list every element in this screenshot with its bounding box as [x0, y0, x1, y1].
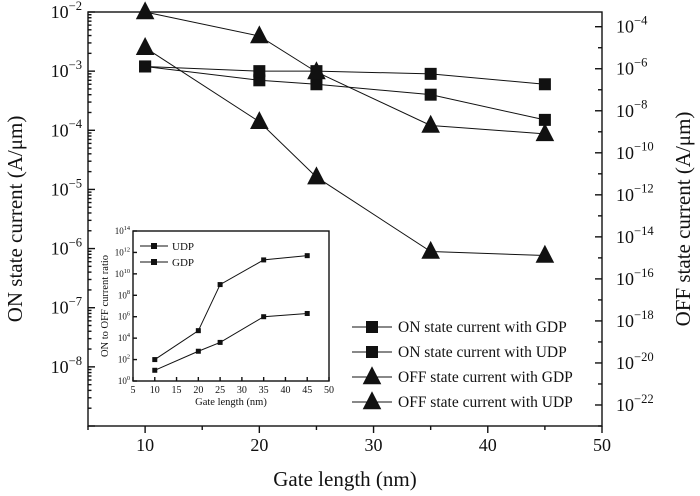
- y-right-axis-label: OFF state current (A/μm): [671, 112, 695, 327]
- y-left-tick-label: 10−7: [51, 295, 82, 318]
- inset-data-point: [218, 340, 223, 345]
- inset-x-axis-label: Gate length (nm): [195, 397, 267, 408]
- inset-x-tick-label: 10: [150, 385, 160, 396]
- inset-data-point: [152, 368, 157, 373]
- inset-x-tick-label: 35: [259, 385, 269, 396]
- inset-data-point: [305, 311, 310, 316]
- y-right-tick-label: 10−10: [616, 140, 654, 163]
- inset-y-tick-label: 1010: [115, 268, 130, 279]
- data-point: [425, 68, 437, 80]
- chart-figure: 10 20 30 40 50 Gate length (nm) 10−2 10−3 10−4 10…: [0, 0, 700, 496]
- y-right-tick-label: 10−8: [616, 98, 647, 121]
- inset-x-tick-label: 25: [215, 385, 225, 396]
- data-point: [421, 241, 440, 259]
- inset-legend-marker: [151, 243, 157, 249]
- legend-marker: [363, 391, 382, 409]
- y-right-tick-label: 10−18: [616, 308, 654, 331]
- inset-y-tick-label: 106: [118, 311, 130, 322]
- y-right-tick-label: 10−12: [616, 182, 654, 205]
- y-left-tick-label: 10−8: [51, 354, 82, 377]
- series-line-4: [145, 12, 545, 134]
- series-line-1: [145, 66, 545, 119]
- data-point: [253, 65, 265, 77]
- inset-data-point: [261, 314, 266, 319]
- inset-x-tick-label: 40: [280, 385, 290, 396]
- inset-x-tick-label: 5: [131, 385, 136, 396]
- inset-data-point: [152, 357, 157, 362]
- y-right-tick-label: 10−6: [616, 56, 647, 79]
- legend-label: ON state current with GDP: [398, 319, 567, 336]
- legend-marker: [366, 346, 378, 358]
- data-point: [136, 37, 155, 55]
- y-right-tick-label: 10−4: [616, 14, 648, 37]
- data-point: [310, 78, 322, 90]
- y-right-tick-label: 10−14: [616, 224, 654, 247]
- inset-y-tick-label: 100: [118, 375, 130, 386]
- legend-marker: [366, 321, 378, 333]
- inset-y-tick-label: 104: [118, 332, 131, 343]
- y-right-tick-label: 10−22: [616, 392, 654, 415]
- x-tick-label: 30: [365, 435, 383, 455]
- main-legend: ON state current with GDP ON state curren…: [352, 319, 573, 411]
- inset-x-tick-label: 15: [172, 385, 182, 396]
- data-point: [250, 111, 269, 129]
- data-point: [421, 115, 440, 133]
- y-left-tick-label: 10−4: [51, 117, 83, 140]
- series-line-2: [145, 66, 545, 84]
- inset-y-tick-label: 102: [118, 354, 130, 365]
- y-left-tick-label: 10−5: [51, 176, 82, 199]
- inset-x-tick-label: 30: [237, 385, 247, 396]
- main-plot: 10 20 30 40 50 Gate length (nm) 10−2 10−3 10−4 10…: [3, 0, 695, 491]
- legend-marker: [363, 366, 382, 384]
- inset-y-axis-label: ON to OFF current ratio: [100, 255, 111, 357]
- data-point: [425, 89, 437, 101]
- y-left-tick-label: 10−6: [51, 235, 82, 258]
- y-left-tick-label: 10−2: [51, 0, 82, 22]
- x-tick-label: 40: [479, 435, 497, 455]
- data-point: [307, 61, 326, 79]
- legend-label: OFF state current with UDP: [398, 394, 573, 411]
- data-point: [539, 78, 551, 90]
- inset-data-point: [196, 349, 201, 354]
- y-right-tick-label: 10−16: [616, 266, 654, 289]
- data-point: [136, 1, 155, 19]
- inset-data-point: [196, 328, 201, 333]
- data-point: [307, 166, 326, 184]
- inset-legend-label: UDP: [172, 241, 194, 253]
- data-point: [536, 123, 555, 141]
- inset-data-point: [261, 257, 266, 262]
- y-left-axis-label: ON state current (A/μm): [3, 116, 27, 323]
- data-point: [139, 60, 151, 72]
- data-point: [536, 245, 555, 263]
- y-right-tick-label: 10−20: [616, 350, 654, 373]
- inset-x-tick-label: 20: [193, 385, 203, 396]
- inset-x-tick-label: 50: [324, 385, 334, 396]
- inset-plot: 5 10 15 20 25 30 35 40 45 50 Gate length (nm) 100 10…: [100, 225, 334, 408]
- inset-background: [132, 230, 330, 382]
- inset-legend-label: GDP: [172, 257, 194, 269]
- inset-data-point: [218, 282, 223, 287]
- legend-label: ON state current with UDP: [398, 344, 567, 361]
- inset-legend-marker: [151, 259, 157, 265]
- inset-x-tick-label: 45: [302, 385, 312, 396]
- x-tick-label: 50: [593, 435, 611, 455]
- inset-y-tick-label: 1014: [115, 225, 131, 236]
- x-axis-label: Gate length (nm): [273, 467, 416, 491]
- inset-y-tick-label: 1012: [115, 246, 130, 257]
- inset-y-tick-label: 108: [118, 289, 130, 300]
- legend-label: OFF state current with GDP: [398, 369, 573, 386]
- y-left-tick-label: 10−3: [51, 58, 82, 81]
- x-tick-label: 10: [136, 435, 154, 455]
- x-tick-label: 20: [250, 435, 268, 455]
- inset-data-point: [305, 253, 310, 258]
